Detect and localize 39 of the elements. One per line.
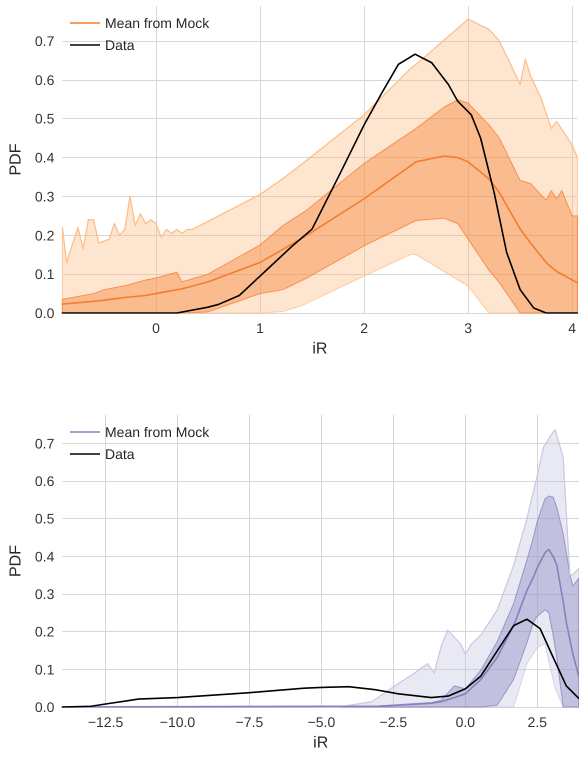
y-tick-label: 0.5: [34, 510, 55, 527]
line-series: [62, 18, 578, 264]
y-tick-label: 0.2: [34, 227, 55, 244]
x-tick-label: 0: [152, 320, 160, 336]
legend-label: Data: [105, 37, 135, 53]
x-tick-label: −5.0: [308, 714, 336, 730]
x-tick-label: −10.0: [160, 714, 196, 730]
y-tick-label: 0.4: [34, 150, 55, 166]
y-tick-label: 0.6: [34, 72, 55, 88]
x-tick-label: 3: [464, 320, 472, 336]
line-series: [62, 618, 579, 708]
legend-label: Mean from Mock: [105, 424, 210, 440]
x-axis-title: iR: [312, 340, 328, 358]
legend-label: Data: [105, 446, 135, 462]
x-tick-label: 2.5: [528, 714, 548, 730]
x-tick-label: 2: [360, 320, 368, 336]
y-tick-label: 0.2: [34, 624, 55, 640]
line-series: [62, 155, 578, 305]
y-tick-label: 0.7: [34, 32, 55, 49]
y-tick-label: 0.7: [34, 435, 55, 452]
y-axis-title: PDF: [8, 143, 24, 176]
y-axis-title: PDF: [8, 544, 24, 577]
x-tick-label: −2.5: [380, 714, 408, 730]
y-tick-label: 0.4: [34, 548, 55, 564]
y-tick-label: 0.1: [34, 661, 55, 678]
y-tick-label: 0.6: [34, 472, 55, 489]
x-axis-title: iR: [313, 734, 328, 752]
y-tick-label: 0.3: [34, 188, 55, 204]
x-tick-label: −12.5: [88, 714, 124, 730]
x-tick-label: 0.0: [456, 714, 476, 730]
x-tick-label: −7.5: [236, 714, 264, 730]
y-tick-label: 0.0: [34, 305, 55, 321]
y-tick-label: 0.3: [34, 586, 55, 602]
y-tick-label: 0.0: [34, 699, 55, 715]
legend-label: Mean from Mock: [105, 15, 210, 31]
y-tick-label: 0.5: [34, 110, 55, 127]
x-tick-label: 1: [256, 320, 264, 336]
x-tick-label: 4: [568, 320, 576, 336]
y-tick-label: 0.1: [34, 266, 55, 282]
